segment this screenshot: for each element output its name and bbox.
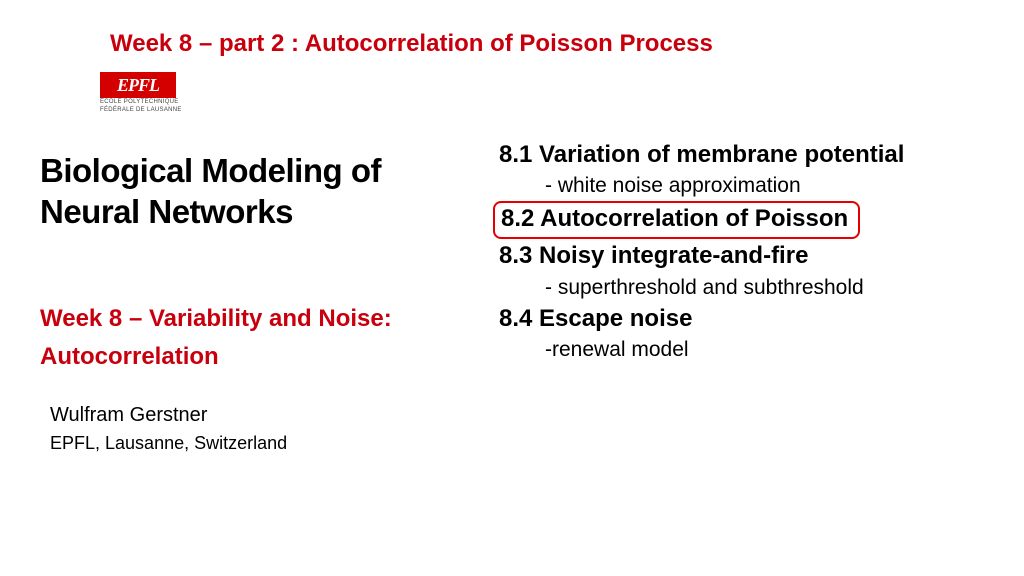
- outline-sub-3: - superthreshold and subthreshold: [545, 274, 1005, 302]
- epfl-logo-text: EPFL: [117, 75, 159, 96]
- epfl-logo-bar: EPFL: [100, 72, 176, 98]
- author-affiliation: EPFL, Lausanne, Switzerland: [50, 430, 287, 457]
- week-subtitle-line2: Autocorrelation: [40, 338, 392, 376]
- author-block: Wulfram Gerstner EPFL, Lausanne, Switzer…: [50, 400, 287, 457]
- outline-item-1: 8.1 Variation of membrane potential: [493, 138, 1005, 172]
- author-name: Wulfram Gerstner: [50, 400, 287, 430]
- epfl-logo: EPFL ÉCOLE POLYTECHNIQUE FÉDÉRALE DE LAU…: [100, 72, 182, 113]
- outline-list: 8.1 Variation of membrane potential - wh…: [495, 138, 1005, 365]
- week-subtitle-line1: Week 8 – Variability and Noise:: [40, 300, 392, 338]
- course-title-line1: Biological Modeling of: [40, 150, 381, 191]
- outline-item-4: 8.4 Escape noise: [493, 302, 1005, 336]
- outline-sub-4: -renewal model: [545, 336, 1005, 364]
- slide-header-title: Week 8 – part 2 : Autocorrelation of Poi…: [110, 30, 713, 58]
- epfl-logo-sub1: ÉCOLE POLYTECHNIQUE: [100, 99, 182, 106]
- outline-item-2-highlighted: 8.2 Autocorrelation of Poisson: [493, 201, 860, 239]
- epfl-logo-sub2: FÉDÉRALE DE LAUSANNE: [100, 107, 182, 114]
- course-title-line2: Neural Networks: [40, 191, 381, 232]
- outline-item-3: 8.3 Noisy integrate-and-fire: [493, 239, 1005, 273]
- week-subtitle: Week 8 – Variability and Noise: Autocorr…: [40, 300, 392, 377]
- course-title: Biological Modeling of Neural Networks: [40, 150, 381, 233]
- outline-sub-1: - white noise approximation: [545, 172, 1005, 200]
